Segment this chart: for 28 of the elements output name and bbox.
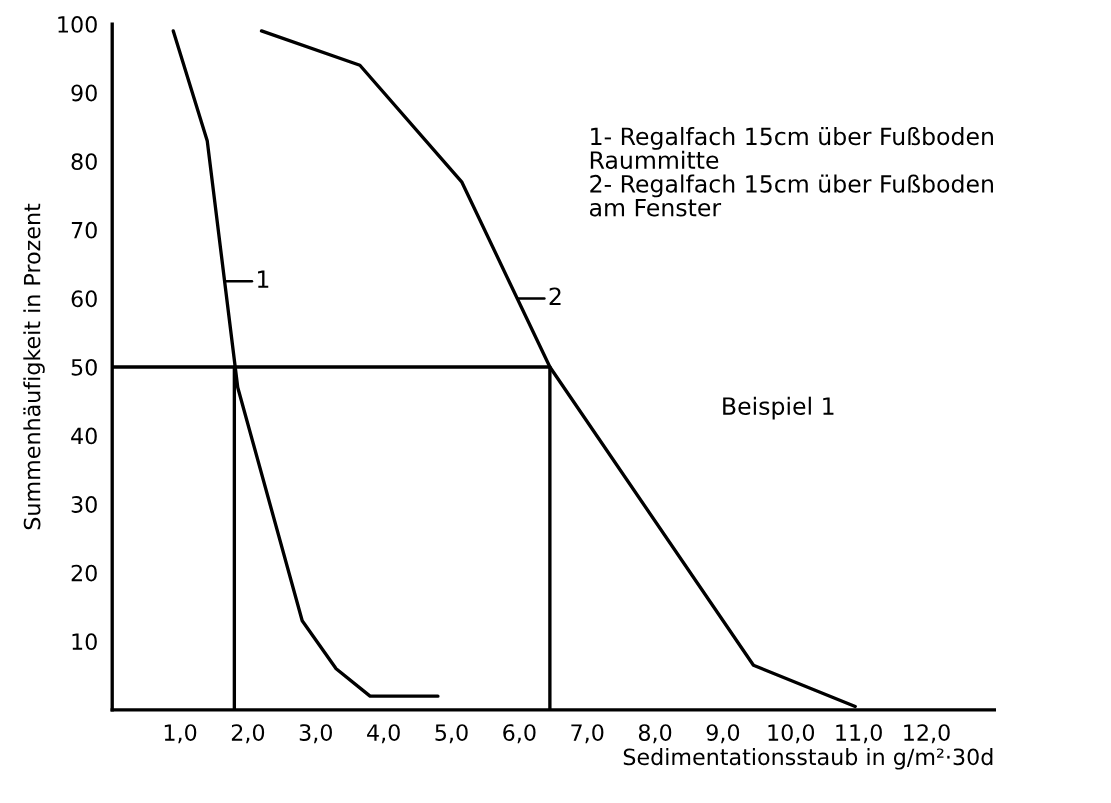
x-tick-label: 1,0 [164,724,197,744]
y-tick-label: 40 [71,427,97,445]
x-tick-label: 6,0 [503,724,536,744]
x-tick-label: 11,0 [836,724,882,744]
y-tick-label: 30 [71,496,97,513]
x-tick-label: 4,0 [367,724,400,744]
x-tick-label: 5,0 [435,724,468,744]
x-tick-label: 9,0 [706,724,740,744]
x-tick-label: 7,0 [571,724,604,744]
x-tick-label: 2,0 [231,724,265,744]
y-tick-label: 20 [71,564,97,582]
x-tick-label: 10,0 [768,724,815,744]
y-tick-label: 70 [71,221,97,239]
y-tick-label: 100 [58,16,97,33]
y-axis-title: Summenhäufigkeit in Prozent [23,203,45,530]
y-tick-label: 80 [71,153,97,170]
x-tick-label: 12,0 [904,724,950,744]
annotation: 2 [549,287,561,305]
annotation: 1- Regalfach 15cm über Fußboden Raummitte 2- Regalfach 15cm über Fußboden am Fenster [589,126,993,217]
x-axis-title: Sedimentationsstaub in g/m²·30d [623,748,993,770]
annotation: 1 [258,270,269,288]
x-tick-label: 8,0 [638,724,672,744]
y-tick-label: 10 [72,633,97,651]
y-tick-label: 60 [71,290,97,308]
x-tick-label: 3,0 [299,724,332,744]
y-tick-label: 50 [71,358,97,376]
annotation: Beispiel 1 [723,396,834,420]
y-tick-label: 90 [71,84,97,102]
